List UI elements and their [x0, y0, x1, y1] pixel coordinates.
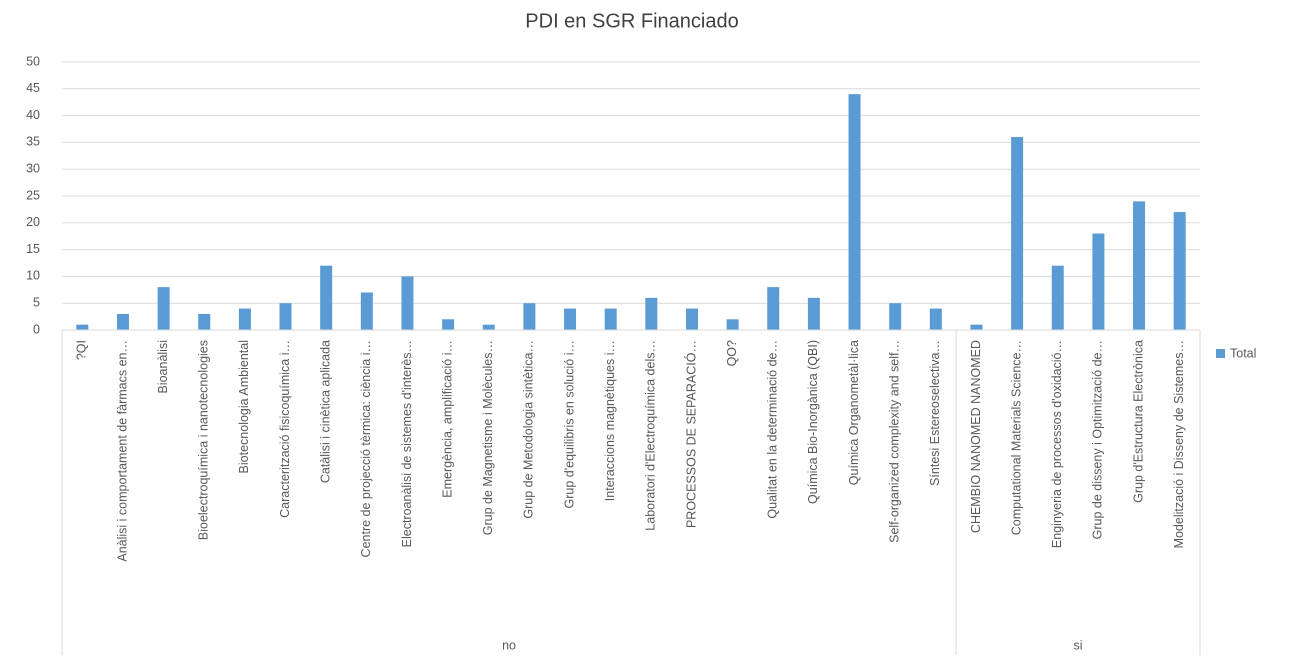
bar: [645, 297, 658, 330]
y-tick-label: 10: [26, 269, 40, 283]
bar: [726, 319, 739, 330]
x-tick-label: Síntesi Estereoselectiva…: [928, 340, 942, 486]
y-tick-label: 40: [26, 108, 40, 122]
y-tick-label: 35: [26, 135, 40, 149]
bar: [1011, 137, 1024, 330]
x-tick-label: Caracterització fisicoquímica i…: [278, 340, 292, 518]
x-tick-label: QO?: [725, 340, 739, 366]
bar: [482, 324, 495, 330]
group-label: no: [502, 638, 516, 652]
y-tick-label: 30: [26, 161, 40, 175]
bar: [157, 287, 170, 330]
bar: [1133, 201, 1146, 330]
bar: [198, 313, 211, 330]
x-tick-label: ?QI: [75, 340, 89, 360]
y-tick-label: 50: [26, 54, 40, 68]
x-tick-label: PROCESSOS DE SEPARACIÓ…: [683, 340, 698, 528]
bar: [116, 313, 129, 330]
x-tick-label: Grup de Metodologia sintètica…: [522, 340, 536, 519]
x-tick-label: Centre de projecció tèrmica: ciència i…: [359, 340, 373, 557]
x-tick-label: Bioanàlisi: [156, 340, 170, 394]
legend-swatch: [1216, 349, 1225, 358]
bar: [401, 276, 414, 330]
x-tick-label: Electroanàlisi de sistemes d'interès…: [400, 340, 414, 547]
x-tick-label: Emergència, amplificació i…: [440, 340, 454, 498]
y-tick-label: 5: [33, 295, 40, 309]
bar: [685, 308, 698, 330]
y-tick-label: 0: [33, 322, 40, 336]
bar: [442, 319, 455, 330]
legend-label: Total: [1230, 346, 1256, 360]
x-tick-label: Interaccions magnètiques i…: [603, 340, 617, 501]
bar: [604, 308, 617, 330]
x-tick-label: Química Bio-Inorgànica (QBI): [806, 340, 820, 504]
x-tick-label: Biotecnologia Ambiental: [237, 340, 251, 473]
bar: [848, 94, 861, 330]
bar: [238, 308, 251, 330]
x-tick-label: Anàlisi i comportament de fàrmacs en…: [115, 340, 129, 562]
bar: [1051, 265, 1064, 330]
x-tick-label: Bioelectroquímica i nanotecnologies: [197, 340, 211, 540]
bar: [929, 308, 942, 330]
y-tick-label: 45: [26, 81, 40, 95]
x-tick-label: Computational Materials Science…: [1009, 340, 1023, 535]
x-tick-label: Qualitat en la determinació de…: [766, 340, 780, 519]
x-tick-label: Enginyeria de processos d'oxidació…: [1050, 340, 1064, 548]
x-tick-label: Química Organometàl·lica: [847, 340, 861, 485]
bar: [279, 303, 292, 330]
x-tick-label: Catàlisi i cinètica aplicada: [318, 340, 332, 483]
x-tick-label: Grup d'equilibris en solució i…: [562, 340, 576, 508]
bar: [1173, 212, 1186, 330]
x-tick-label: Modelització i Disseny de Sistemes…: [1172, 340, 1186, 548]
y-tick-label: 15: [26, 242, 40, 256]
bar: [970, 324, 983, 330]
x-tick-label: Laboratori d'Electroquímica dels…: [644, 340, 658, 531]
bar: [1092, 233, 1105, 330]
bar: [564, 308, 577, 330]
bar: [320, 265, 333, 330]
group-label: si: [1074, 638, 1083, 652]
bar: [807, 297, 820, 330]
chart-title: PDI en SGR Financiado: [525, 10, 738, 32]
x-tick-label: Self-organized complexity and self…: [887, 340, 901, 543]
x-tick-label: CHEMBIO NANOMED NANOMED: [969, 340, 983, 533]
bar: [889, 303, 902, 330]
x-tick-label: Grup d'Estructura Electrònica: [1131, 340, 1145, 503]
bar: [360, 292, 373, 330]
x-tick-label: Grup de disseny i Optimització de…: [1091, 340, 1105, 539]
y-tick-label: 25: [26, 188, 40, 202]
bar: [767, 287, 780, 330]
x-tick-label: Grup de Magnetisme i Molècules…: [481, 340, 495, 535]
bar: [76, 324, 89, 330]
bar: [523, 303, 536, 330]
y-tick-label: 20: [26, 215, 40, 229]
